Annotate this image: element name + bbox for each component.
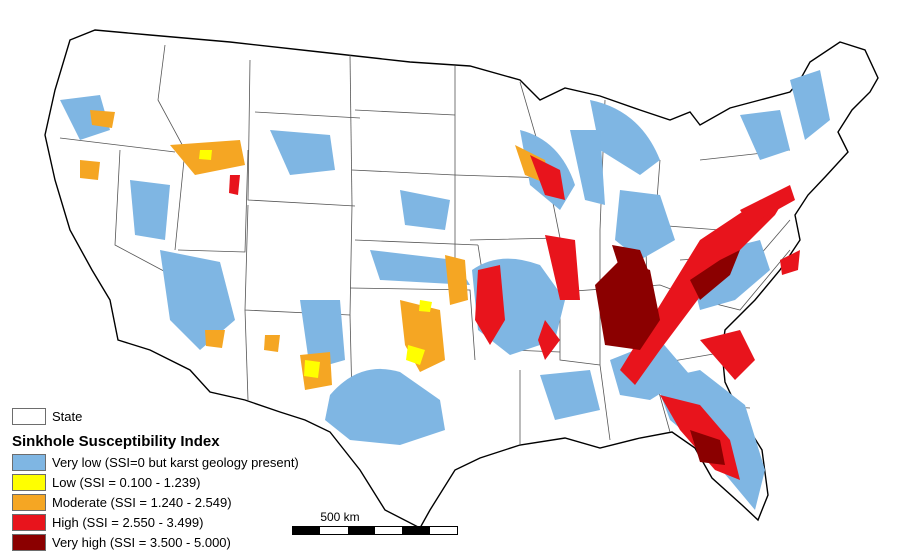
moderate-swatch bbox=[12, 493, 46, 511]
scale-seg bbox=[402, 527, 430, 534]
very-high-swatch bbox=[12, 533, 46, 551]
legend-title: Sinkhole Susceptibility Index bbox=[12, 433, 220, 450]
legend-item-label: Moderate (SSI = 1.240 - 2.549) bbox=[52, 494, 232, 510]
low-swatch bbox=[12, 473, 46, 491]
legend-item-label: High (SSI = 2.550 - 3.499) bbox=[52, 514, 204, 530]
scale-seg bbox=[347, 527, 375, 534]
susceptibility-low bbox=[199, 150, 432, 378]
scale-bar-label: 500 km bbox=[320, 510, 360, 524]
susceptibility-very-high bbox=[595, 245, 740, 465]
legend-item-moderate: Moderate (SSI = 1.240 - 2.549) bbox=[12, 492, 342, 512]
scale-bar-track bbox=[292, 526, 458, 535]
scale-seg bbox=[429, 527, 457, 534]
scale-seg bbox=[320, 527, 348, 534]
legend-item-label: Very low (SSI=0 but karst geology presen… bbox=[52, 454, 299, 470]
legend-item-very-low: Very low (SSI=0 but karst geology presen… bbox=[12, 452, 342, 472]
legend-item-high: High (SSI = 2.550 - 3.499) bbox=[12, 512, 342, 532]
scale-seg bbox=[293, 527, 321, 534]
susceptibility-moderate bbox=[80, 110, 550, 390]
legend-item-low: Low (SSI = 0.100 - 1.239) bbox=[12, 472, 342, 492]
high-swatch bbox=[12, 513, 46, 531]
legend-item-label: Low (SSI = 0.100 - 1.239) bbox=[52, 474, 201, 490]
state-swatch bbox=[12, 407, 46, 425]
map-legend: State Sinkhole Susceptibility Index Very… bbox=[12, 406, 342, 552]
scale-bar: 500 km bbox=[292, 510, 458, 535]
very-low-swatch bbox=[12, 453, 46, 471]
legend-state-entry: State bbox=[12, 406, 342, 426]
scale-seg bbox=[374, 527, 403, 534]
legend-state-label: State bbox=[52, 408, 83, 424]
legend-item-very-high: Very high (SSI = 3.500 - 5.000) bbox=[12, 532, 342, 552]
legend-item-label: Very high (SSI = 3.500 - 5.000) bbox=[52, 534, 231, 550]
